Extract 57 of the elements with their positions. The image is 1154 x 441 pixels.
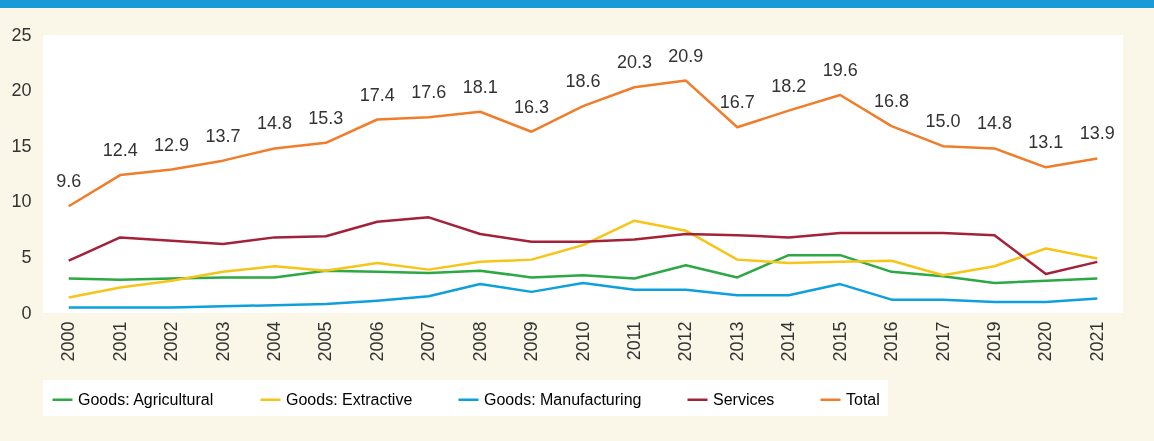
x-tick-label: 2015	[829, 321, 850, 362]
data-label: 15.3	[308, 107, 344, 128]
data-label: 16.7	[719, 92, 755, 113]
line-series	[67, 281, 1099, 309]
y-tick-label: 0	[21, 302, 32, 323]
x-tick-label: 2007	[418, 321, 439, 362]
line-series	[67, 253, 1099, 285]
x-tick-label: 2001	[109, 321, 130, 362]
data-label: 17.6	[411, 82, 447, 103]
data-label: 13.1	[1028, 132, 1064, 153]
x-tick-label: 2004	[263, 321, 284, 362]
y-tick-label: 10	[11, 191, 32, 212]
y-tick-label: 15	[11, 135, 32, 156]
data-label: 12.4	[102, 140, 138, 161]
data-label: 16.3	[514, 96, 550, 117]
legend-label: Goods: Extractive	[286, 390, 413, 408]
x-tick-label: 2010	[572, 321, 593, 362]
x-tick-label: 2005	[315, 321, 336, 362]
data-label: 18.1	[462, 76, 498, 97]
x-tick-label: 2020	[1035, 321, 1056, 362]
data-label: 15.0	[925, 111, 961, 132]
data-label: 14.8	[976, 113, 1012, 134]
x-tick-label: 2016	[881, 321, 902, 362]
y-tick-label: 20	[11, 80, 32, 101]
legend-label: Services	[713, 390, 775, 408]
data-label: 16.8	[874, 91, 910, 112]
x-tick-label: 2021	[1086, 321, 1107, 362]
line-series	[67, 219, 1099, 299]
data-label: 13.9	[1079, 123, 1115, 144]
x-tick-label: 2012	[675, 321, 696, 362]
y-tick-label: 25	[11, 24, 32, 45]
data-label: 12.9	[154, 134, 190, 155]
legend-label: Goods: Agricultural	[78, 390, 214, 408]
x-tick-label: 2017	[932, 321, 953, 362]
legend-label: Goods: Manufacturing	[484, 390, 642, 408]
data-label: 18.6	[565, 71, 601, 92]
x-tick-label: 2006	[366, 321, 387, 362]
data-label: 9.6	[56, 171, 82, 192]
x-tick-label: 2009	[521, 321, 542, 362]
x-tick-label: 2011	[623, 321, 644, 361]
x-tick-label: 2008	[469, 321, 490, 362]
x-tick-label: 2002	[161, 321, 182, 362]
data-label: 18.2	[771, 75, 807, 96]
data-label: 19.6	[822, 60, 858, 81]
data-label: 20.3	[616, 52, 652, 73]
x-tick-label: 2019	[983, 321, 1004, 362]
legend-label: Total	[846, 390, 880, 408]
data-label: 20.9	[668, 45, 704, 66]
x-tick-label: 2003	[212, 321, 233, 362]
data-label: 17.4	[359, 84, 395, 105]
x-tick-label: 2014	[778, 321, 799, 362]
x-tick-label: 2000	[58, 321, 79, 362]
line-series	[67, 216, 1099, 276]
y-tick-label: 5	[21, 246, 32, 267]
data-label: 14.8	[256, 113, 292, 134]
data-label: 13.7	[205, 125, 241, 146]
x-tick-label: 2013	[726, 321, 747, 362]
